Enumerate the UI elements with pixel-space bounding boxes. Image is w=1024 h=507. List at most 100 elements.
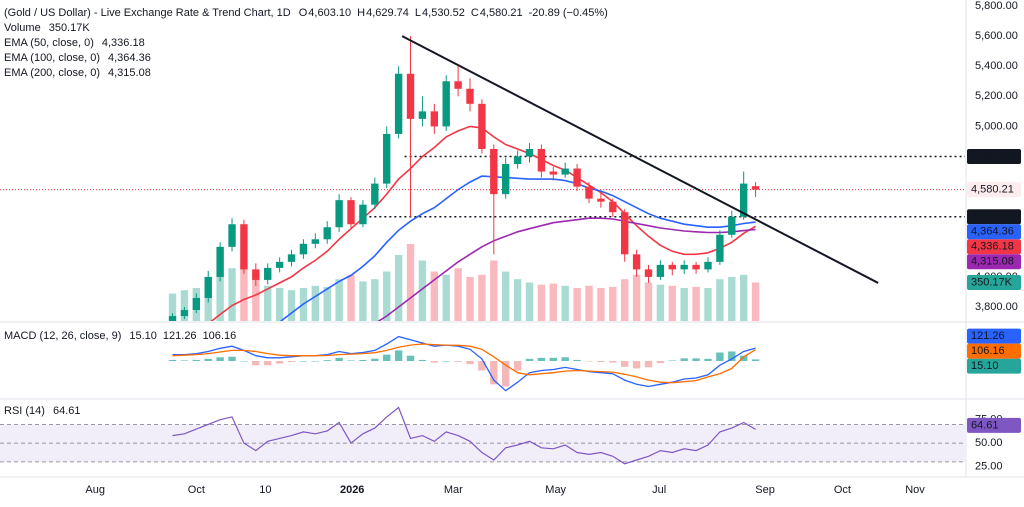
ema-line (279, 175, 756, 321)
macd-histogram-bar (347, 360, 355, 361)
x-tick-label: Sep (755, 484, 775, 496)
candle-body (180, 310, 189, 317)
macd-histogram-bar (299, 361, 308, 362)
legend-stat-key: O (299, 7, 308, 19)
legend-value: 4,315.08 (108, 67, 151, 79)
ema-badge-bg (967, 239, 1021, 255)
legend-stat-key: L (415, 7, 421, 19)
macd-histogram-bar (490, 361, 498, 385)
legend-title: RSI (14) (4, 405, 45, 417)
rsi-band (0, 424, 965, 462)
macd-histogram-bar (216, 357, 224, 361)
candle-body (632, 254, 641, 270)
macd-histogram-bar (644, 361, 653, 368)
volume-bar (335, 279, 343, 321)
legend-title: (Gold / US Dollar) - Live Exchange Rate … (4, 7, 291, 19)
legend-title: MACD (12, 26, close, 9) (4, 330, 121, 342)
candle-body (394, 73, 403, 134)
volume-badge: 350.17K (971, 276, 1013, 288)
ema-line (377, 217, 756, 321)
macd-histogram-bar (323, 360, 331, 361)
volume-bar (478, 274, 486, 321)
legend-name: EMA (50, close, 0) (4, 37, 94, 49)
level-badge: 4,400.00 (971, 211, 1014, 223)
macd-line (172, 335, 756, 392)
macd-histogram-bar (287, 361, 296, 363)
candle-body (240, 224, 248, 270)
macd-histogram-bar (668, 360, 676, 361)
candle-body (454, 81, 462, 89)
candle-body (418, 111, 427, 119)
macd-badge: 15.10 (971, 360, 999, 372)
candle-body (371, 183, 379, 205)
candle-body (597, 198, 605, 202)
volume-bar (537, 284, 546, 321)
volume-bar (180, 290, 189, 321)
volume-bar (454, 268, 462, 321)
candle-body (264, 267, 272, 280)
volume-bar (394, 255, 403, 321)
macd-histogram-bar (537, 357, 546, 361)
candle-body (751, 186, 760, 190)
legend-value: 4,364.36 (108, 52, 151, 64)
ema-badge: 4,364.36 (971, 226, 1014, 238)
volume-bar (490, 260, 498, 321)
macd-histogram-bar (478, 361, 486, 371)
macd-badge-bg (967, 328, 1021, 344)
candle-body (728, 216, 736, 235)
legend-value: 15.10 (129, 330, 157, 342)
volume-bar (680, 288, 688, 321)
candle-body (513, 156, 522, 165)
candle-body (323, 227, 331, 240)
volume-bar (383, 271, 391, 321)
legend-value: 121.26 (163, 330, 197, 342)
macd-histogram-bar (192, 359, 201, 361)
candle-body (585, 186, 593, 199)
volume-badge-bg (967, 274, 1021, 290)
candle-body (537, 148, 546, 172)
volume-bar (323, 286, 331, 321)
macd-histogram-bar (168, 359, 177, 361)
x-tick-label: Jul (652, 484, 666, 496)
macd-histogram-bar (466, 361, 474, 365)
volume-bar (442, 274, 450, 321)
candle-body (383, 133, 391, 184)
candle-body (299, 243, 308, 255)
volume-bar (311, 285, 320, 321)
y-tick-label: 50.00 (975, 437, 1003, 449)
candle-body (275, 261, 284, 268)
macd-histogram-bar (728, 351, 736, 361)
macd-histogram-bar (406, 355, 415, 361)
macd-histogram-bar (549, 357, 557, 361)
candle-body (442, 81, 450, 127)
level-badge-bg (967, 209, 1021, 225)
ema-badge-bg (967, 254, 1021, 270)
candle-body (739, 183, 748, 217)
macd-histogram-bar (573, 359, 581, 361)
candle-body (644, 269, 653, 277)
x-tick-label: 2026 (340, 484, 364, 496)
macd-histogram-bar (739, 355, 748, 361)
macd-histogram-bar (525, 358, 534, 361)
legend-value: 64.61 (53, 405, 81, 417)
candle-body (680, 264, 688, 270)
candle-body (466, 88, 474, 104)
volume-bar (692, 286, 700, 321)
x-tick-label: May (545, 484, 566, 496)
macd-badge: 121.26 (971, 330, 1005, 342)
volume-bar (168, 293, 177, 321)
volume-bar (264, 285, 272, 321)
legend-change: -20.89 (−0.45%) (529, 7, 608, 19)
price-badge: 4,580.21 (971, 183, 1014, 195)
x-tick-label: Oct (834, 484, 851, 496)
macd-histogram-bar (585, 361, 593, 362)
volume-bar (704, 288, 712, 321)
candle-body (168, 316, 177, 321)
volume-bar (585, 285, 593, 321)
candle-body (204, 276, 212, 298)
volume-bar (406, 244, 415, 321)
ema-line (210, 125, 757, 321)
candle-body (311, 239, 320, 244)
volume-bar (275, 288, 284, 321)
volume-bar (228, 268, 236, 321)
